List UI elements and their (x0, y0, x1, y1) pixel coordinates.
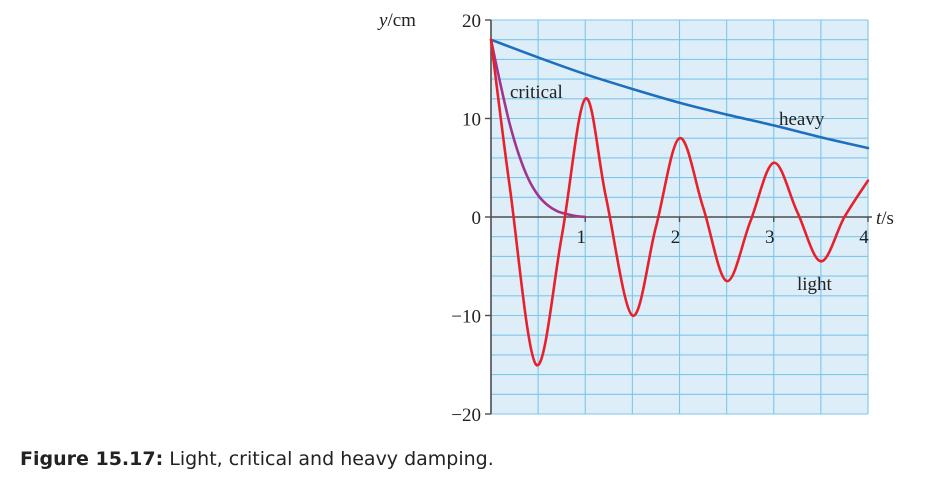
x-axis-label: t/s (876, 208, 894, 229)
y-tick-label: −10 (451, 307, 481, 328)
annotation-heavy: heavy (779, 109, 825, 130)
figure-caption: Figure 15.17: Light, critical and heavy … (20, 448, 494, 470)
annotation-critical: critical (510, 82, 563, 103)
figure-caption-label: Figure 15.17: (20, 448, 164, 470)
x-tick-label: 2 (671, 227, 681, 248)
y-axis-label: y/cm (377, 10, 416, 31)
series-critical-line (489, 38, 587, 219)
y-tick-label: 0 (472, 208, 482, 229)
x-tick-label: 3 (765, 227, 775, 248)
y-tick-label: 20 (462, 11, 481, 32)
x-tick-label: 4 (859, 227, 869, 248)
series-heavy-line (489, 38, 870, 150)
figure-caption-text: Light, critical and heavy damping. (169, 448, 494, 470)
labels: y/cm t/s critical heavy light (377, 10, 894, 295)
annotation-light: light (797, 274, 833, 295)
y-tick-label: 10 (462, 110, 481, 131)
damping-chart: 20 10 0 −10 −20 1 2 3 4 y/cm t/s critical heavy … (377, 10, 894, 426)
x-tick-label: 1 (577, 227, 587, 248)
curves (489, 38, 870, 367)
series-light-line (489, 38, 870, 367)
y-tick-label: −20 (451, 405, 481, 426)
axes: 20 10 0 −10 −20 1 2 3 4 (451, 11, 872, 426)
